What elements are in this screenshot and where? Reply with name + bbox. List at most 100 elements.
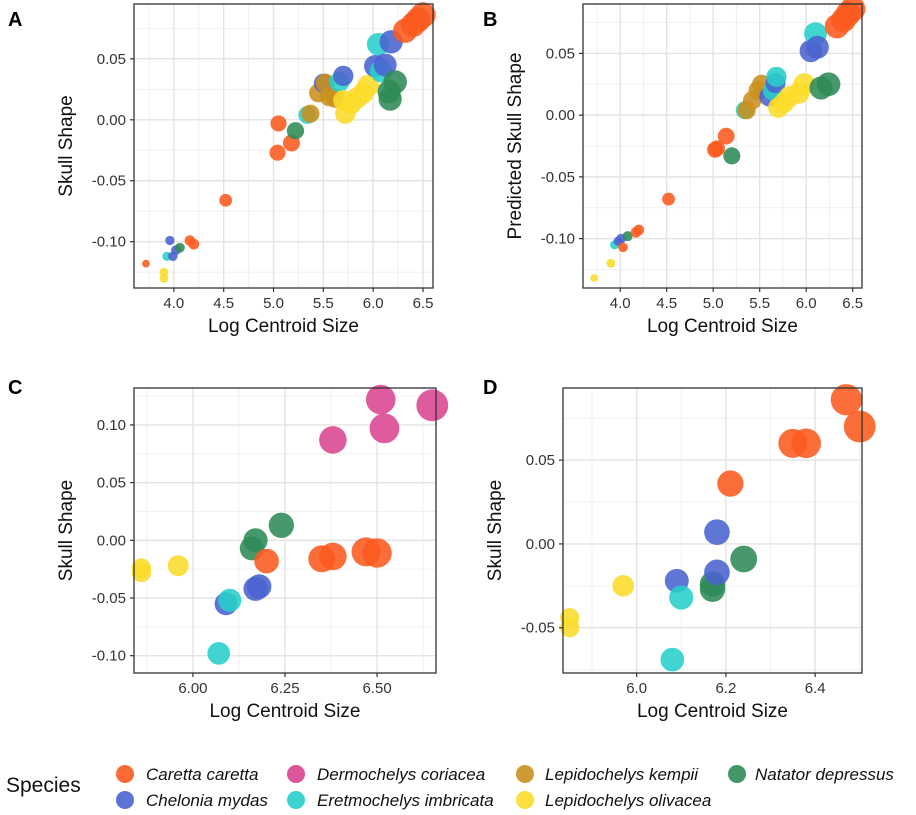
x-tick-label: 6.0	[626, 680, 647, 697]
data-point	[207, 642, 231, 665]
legend-title: Species	[6, 774, 81, 797]
x-tick-label: 6.0	[796, 295, 817, 312]
x-tick-label: 5.5	[313, 295, 334, 312]
legend-label-natator-depressus: Natator depressus	[755, 765, 894, 784]
data-point	[362, 538, 392, 568]
data-point	[365, 384, 396, 415]
data-point	[410, 2, 436, 28]
panel-border	[582, 3, 863, 289]
y-tick-label: -0.05	[521, 620, 555, 637]
data-point	[369, 413, 400, 444]
y-tick-label: -0.05	[541, 169, 575, 186]
data-point	[618, 242, 628, 253]
data-point	[165, 235, 175, 246]
panel-letter-d: D	[483, 377, 497, 399]
data-point	[843, 410, 876, 443]
legend-label-dermochelys-coriacea: Dermochelys coriacea	[317, 765, 485, 784]
data-point	[416, 389, 449, 422]
legend-swatch-lepidochelys-olivacea	[516, 791, 534, 809]
y-tick-label: 0.00	[526, 536, 555, 553]
legend-label-eretmochelys-imbricata: Eretmochelys imbricata	[317, 791, 494, 810]
x-tick-label: 6.50	[362, 680, 391, 697]
x-axis-title: Log Centroid Size	[637, 701, 788, 722]
data-point	[319, 542, 347, 571]
data-point	[830, 384, 863, 416]
data-point	[319, 426, 347, 454]
x-axis-title: Log Centroid Size	[647, 316, 798, 337]
x-tick-label: 6.5	[413, 295, 434, 312]
data-point	[269, 144, 286, 161]
y-tick-label: 0.05	[546, 45, 575, 62]
x-tick-label: 6.4	[805, 680, 826, 697]
x-tick-label: 5.5	[749, 295, 770, 312]
data-point	[159, 267, 169, 277]
data-point	[301, 104, 320, 123]
data-point	[704, 519, 730, 546]
y-tick-label: -0.10	[92, 648, 126, 665]
panel-border	[133, 3, 434, 289]
y-tick-label: 0.05	[526, 452, 555, 469]
y-axis-title: Skull Shape	[485, 480, 506, 581]
data-point	[633, 224, 645, 236]
legend-label-caretta-caretta: Caretta caretta	[146, 765, 258, 784]
data-point	[270, 115, 287, 132]
data-point	[357, 74, 380, 97]
data-point	[560, 618, 580, 638]
legend-swatch-caretta-caretta	[116, 765, 134, 783]
y-tick-label: 0.00	[97, 532, 126, 549]
y-axis-title: Skull Shape	[56, 480, 77, 581]
data-point	[254, 548, 279, 574]
data-point	[373, 53, 397, 77]
legend-swatch-lepidochelys-kempii	[516, 765, 534, 783]
chart-panel-b: 4.0 4.5 5.0 5.5 6.0 6.5 -0.10 -0.05 0.00 0.05 Log …	[505, 0, 866, 337]
x-tick-label: 4.5	[213, 295, 234, 312]
data-point	[174, 242, 185, 253]
legend-swatch-eretmochelys-imbricata	[287, 791, 305, 809]
x-tick-label: 4.0	[163, 295, 184, 312]
data-point	[142, 259, 150, 268]
y-tick-label: -0.05	[92, 590, 126, 607]
data-point	[167, 555, 189, 577]
y-tick-label: 0.05	[97, 475, 126, 492]
data-point	[723, 147, 741, 165]
y-tick-label: 0.05	[97, 51, 126, 68]
y-tick-label: 0.10	[97, 417, 126, 434]
data-point	[590, 274, 599, 283]
data-point	[131, 562, 152, 583]
chart-panel-d: 6.0 6.2 6.4 -0.05 0.00 0.05 Log Centroid Size S…	[485, 384, 876, 722]
data-point	[805, 35, 829, 59]
data-point	[717, 470, 744, 497]
data-point	[219, 193, 233, 207]
data-point	[840, 0, 866, 22]
x-axis-title: Log Centroid Size	[208, 316, 359, 337]
panel-letter-a: A	[8, 9, 22, 31]
data-point	[333, 65, 354, 87]
legend-swatch-natator-depressus	[728, 765, 746, 783]
panel-letter-c: C	[8, 377, 22, 399]
data-point	[766, 66, 787, 87]
x-tick-label: 6.0	[363, 295, 384, 312]
legend-label-lepidochelys-kempii: Lepidochelys kempii	[545, 765, 699, 784]
data-point	[622, 231, 633, 242]
data-point	[669, 585, 694, 610]
legend-swatch-chelonia-mydas	[116, 791, 134, 809]
legend-label-chelonia-mydas: Chelonia mydas	[146, 791, 268, 810]
data-point	[188, 238, 200, 250]
chart-panel-c: 6.00 6.25 6.50 -0.10 -0.05 0.00 0.05 0.10 Log Ce…	[56, 384, 449, 722]
x-tick-label: 4.5	[656, 295, 677, 312]
species-legend: Species Caretta caretta Chelonia mydas D…	[6, 765, 894, 810]
data-point	[717, 127, 735, 145]
x-tick-label: 6.00	[178, 680, 207, 697]
y-tick-label: -0.05	[92, 173, 126, 190]
data-point	[606, 258, 616, 268]
data-point	[286, 122, 305, 140]
y-axis-title: Skull Shape	[56, 95, 77, 196]
x-tick-label: 6.25	[270, 680, 299, 697]
data-point	[704, 559, 730, 586]
y-tick-label: -0.10	[92, 234, 126, 251]
x-axis-title: Log Centroid Size	[209, 701, 360, 722]
data-point	[791, 428, 822, 459]
y-tick-label: -0.10	[541, 231, 575, 248]
x-tick-label: 6.5	[842, 295, 863, 312]
